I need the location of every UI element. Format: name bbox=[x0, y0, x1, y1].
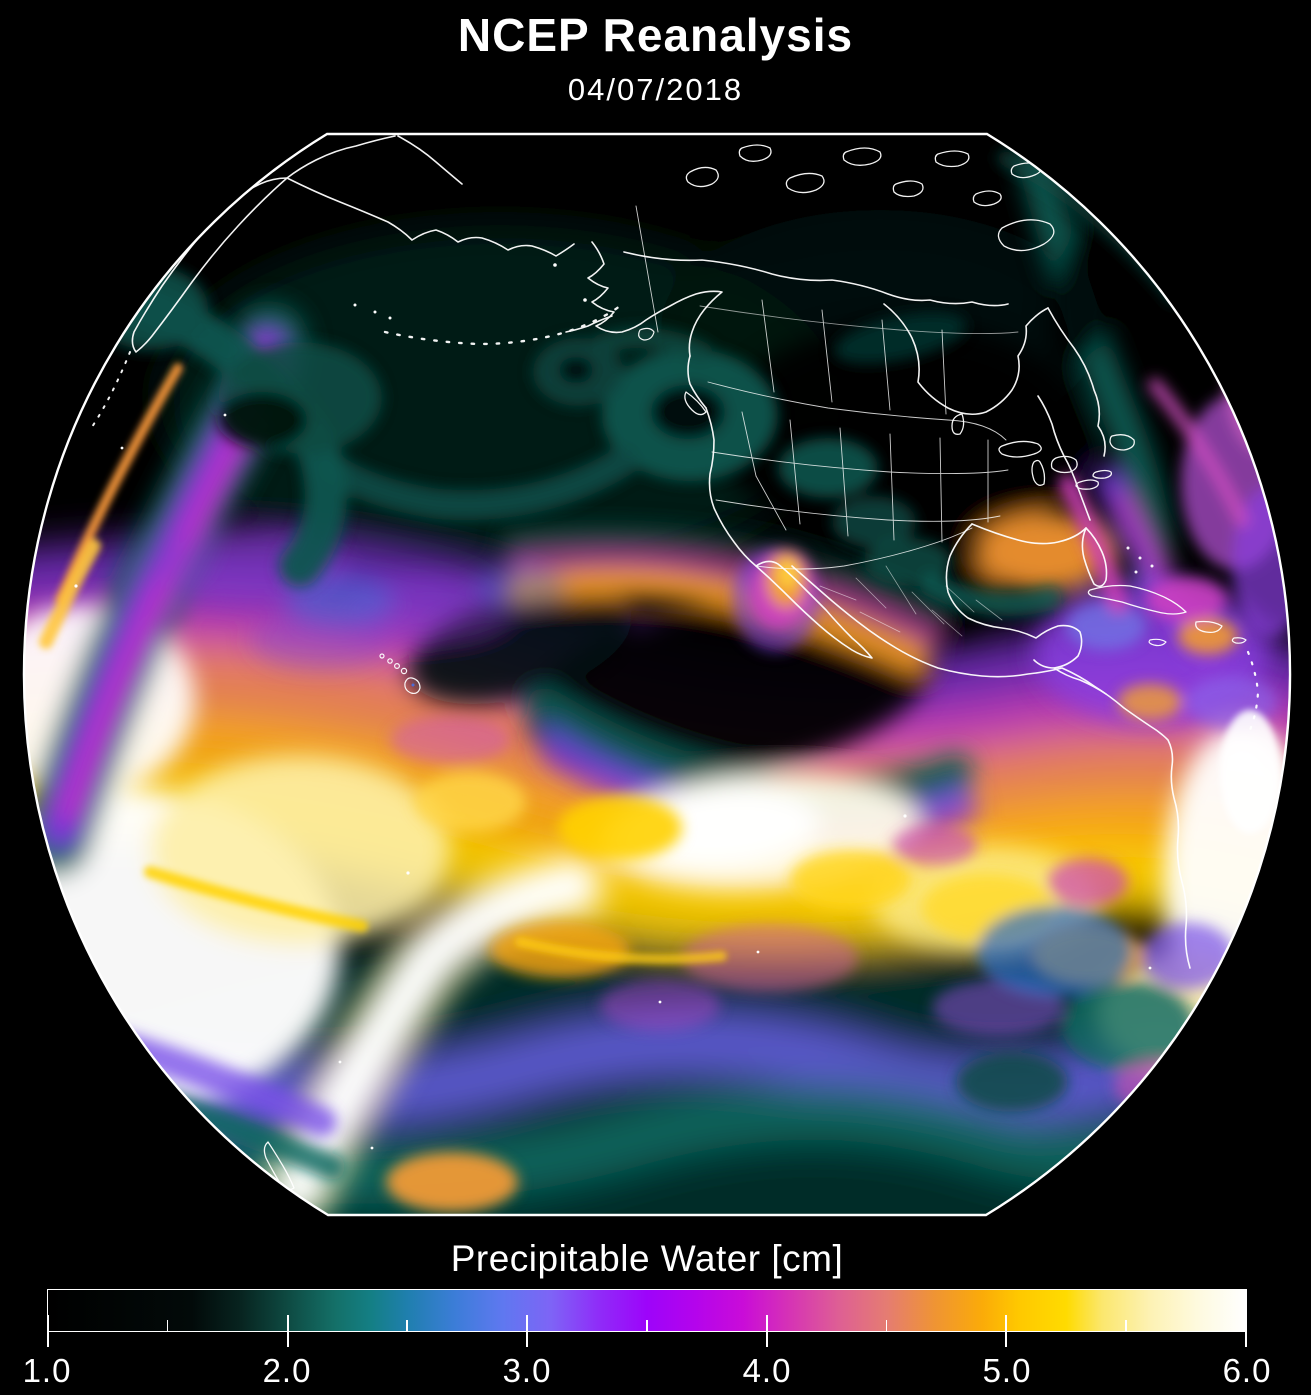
bahamas bbox=[1126, 546, 1154, 574]
colorbar-tick-minor bbox=[406, 1320, 408, 1331]
james-bay bbox=[951, 413, 965, 435]
puerto-rico bbox=[1231, 637, 1247, 644]
colorbar-tick-major bbox=[1005, 1315, 1008, 1347]
colorbar-tick-minor bbox=[1125, 1320, 1127, 1331]
globe-outline bbox=[22, 132, 1292, 1217]
colorbar-tick-major bbox=[765, 1315, 768, 1347]
gulf-coast bbox=[971, 523, 1087, 545]
mexico-pacific-coast bbox=[791, 565, 1191, 969]
us-mexico-border bbox=[755, 527, 973, 570]
great-lakes bbox=[998, 440, 1113, 490]
mexico-gulf-coast-yucatan bbox=[945, 523, 1083, 669]
tick-label: 4.0 bbox=[742, 1352, 792, 1389]
florida bbox=[1081, 527, 1108, 588]
figure-header: NCEP Reanalysis 04/07/2018 bbox=[0, 0, 1311, 108]
colorbar: Precipitable Water [cm] 1.0 2.0 3.0 4.0 … bbox=[23, 1238, 1271, 1394]
hispaniola bbox=[1195, 620, 1223, 634]
colorbar-title: Precipitable Water [cm] bbox=[450, 1238, 844, 1279]
labrador-coast bbox=[1047, 307, 1106, 457]
tick-label: 3.0 bbox=[502, 1352, 552, 1389]
hawaii-islands bbox=[379, 653, 421, 695]
alaska-canada-border bbox=[635, 205, 659, 333]
vancouver-island bbox=[684, 391, 707, 416]
colorbar-tick-minor bbox=[885, 1320, 888, 1331]
colorbar-tick-major bbox=[286, 1315, 289, 1347]
tick-label: 5.0 bbox=[982, 1352, 1032, 1389]
date-subtitle: 04/07/2018 bbox=[567, 72, 744, 107]
canada-arctic-coast bbox=[623, 251, 1009, 307]
us-west-coast bbox=[705, 407, 757, 567]
colorbar-tick-major bbox=[1245, 1315, 1247, 1347]
colorbar-gradient bbox=[47, 1289, 1247, 1347]
hudson-bay bbox=[883, 303, 1049, 416]
lesser-antilles bbox=[1246, 650, 1260, 732]
baja-california bbox=[755, 560, 873, 659]
colorbar-tick-minor bbox=[646, 1320, 648, 1331]
arctic-islands bbox=[685, 144, 1055, 252]
colorbar-tick-major bbox=[526, 1315, 529, 1347]
mexico-state-borders bbox=[819, 565, 1003, 637]
cuba bbox=[1087, 584, 1187, 615]
siberia-chukotka-coast bbox=[286, 135, 575, 257]
colorbar-tick-major bbox=[47, 1315, 49, 1347]
atmospheric-river-orange-filament bbox=[55, 363, 183, 605]
us-canada-border bbox=[707, 381, 1007, 441]
page-title: NCEP Reanalysis bbox=[457, 9, 854, 61]
colorbar-tick-minor bbox=[166, 1320, 169, 1331]
kuril-islands bbox=[89, 351, 131, 431]
island-speckles bbox=[74, 263, 1152, 1150]
colorbar-tick-labels: 1.0 2.0 3.0 4.0 5.0 6.0 bbox=[23, 1352, 1271, 1394]
alaska-coast bbox=[587, 241, 723, 357]
state-borders bbox=[635, 205, 1019, 637]
tick-label: 2.0 bbox=[262, 1352, 312, 1389]
tick-label: 1.0 bbox=[22, 1352, 72, 1389]
jamaica bbox=[1148, 638, 1167, 647]
tick-label: 6.0 bbox=[1222, 1352, 1272, 1389]
bc-coast bbox=[687, 355, 707, 409]
newfoundland bbox=[1109, 434, 1135, 451]
